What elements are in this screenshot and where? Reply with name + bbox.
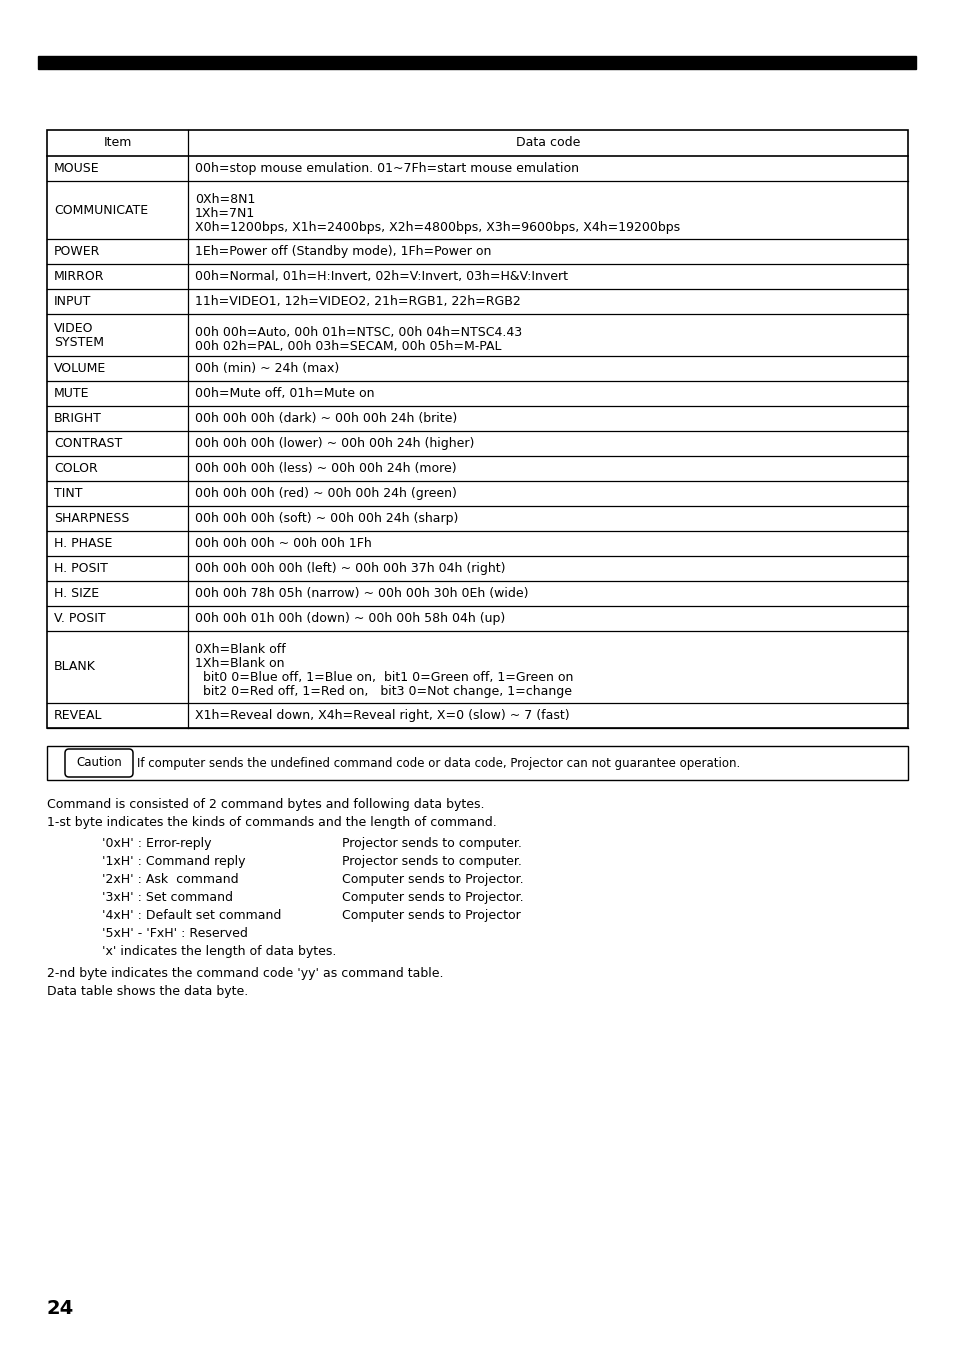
- Text: Projector sends to computer.: Projector sends to computer.: [341, 838, 521, 850]
- Text: MIRROR: MIRROR: [54, 270, 105, 282]
- Text: VOLUME: VOLUME: [54, 362, 106, 376]
- Text: X0h=1200bps, X1h=2400bps, X2h=4800bps, X3h=9600bps, X4h=19200bps: X0h=1200bps, X1h=2400bps, X2h=4800bps, X…: [194, 222, 679, 234]
- Text: Data table shows the data byte.: Data table shows the data byte.: [47, 985, 248, 998]
- Text: BLANK: BLANK: [54, 661, 95, 674]
- Bar: [47, 746, 907, 780]
- Text: '0xH' : Error-reply: '0xH' : Error-reply: [102, 838, 212, 850]
- Text: H. POSIT: H. POSIT: [54, 562, 108, 576]
- Text: 00h 00h 00h (less) ~ 00h 00h 24h (more): 00h 00h 00h (less) ~ 00h 00h 24h (more): [194, 462, 456, 476]
- Text: VIDEO: VIDEO: [54, 322, 93, 335]
- FancyBboxPatch shape: [65, 748, 132, 777]
- Text: MOUSE: MOUSE: [54, 162, 99, 176]
- Text: TINT: TINT: [54, 486, 82, 500]
- Text: '4xH' : Default set command: '4xH' : Default set command: [102, 909, 281, 921]
- Text: H. PHASE: H. PHASE: [54, 536, 112, 550]
- Text: H. SIZE: H. SIZE: [54, 586, 99, 600]
- Text: 0Xh=Blank off: 0Xh=Blank off: [194, 643, 286, 657]
- Text: MUTE: MUTE: [54, 386, 90, 400]
- Text: INPUT: INPUT: [54, 295, 91, 308]
- Text: Computer sends to Projector.: Computer sends to Projector.: [341, 892, 523, 904]
- Text: Command is consisted of 2 command bytes and following data bytes.: Command is consisted of 2 command bytes …: [47, 798, 484, 811]
- Text: 00h 00h 00h (red) ~ 00h 00h 24h (green): 00h 00h 00h (red) ~ 00h 00h 24h (green): [194, 486, 456, 500]
- Text: SYSTEM: SYSTEM: [54, 335, 104, 349]
- Text: 1Xh=7N1: 1Xh=7N1: [194, 207, 255, 220]
- Text: 00h 00h 00h (lower) ~ 00h 00h 24h (higher): 00h 00h 00h (lower) ~ 00h 00h 24h (highe…: [194, 436, 474, 450]
- Text: COLOR: COLOR: [54, 462, 97, 476]
- Text: POWER: POWER: [54, 245, 100, 258]
- Text: 00h=Mute off, 01h=Mute on: 00h=Mute off, 01h=Mute on: [194, 386, 375, 400]
- Text: 00h=stop mouse emulation. 01~7Fh=start mouse emulation: 00h=stop mouse emulation. 01~7Fh=start m…: [194, 162, 578, 176]
- Text: 00h 02h=PAL, 00h 03h=SECAM, 00h 05h=M-PAL: 00h 02h=PAL, 00h 03h=SECAM, 00h 05h=M-PA…: [194, 340, 501, 353]
- Text: 11h=VIDEO1, 12h=VIDEO2, 21h=RGB1, 22h=RGB2: 11h=VIDEO1, 12h=VIDEO2, 21h=RGB1, 22h=RG…: [194, 295, 520, 308]
- Text: V. POSIT: V. POSIT: [54, 612, 106, 626]
- Text: 00h=Normal, 01h=H:Invert, 02h=V:Invert, 03h=H&V:Invert: 00h=Normal, 01h=H:Invert, 02h=V:Invert, …: [194, 270, 567, 282]
- Text: 00h 00h 00h (soft) ~ 00h 00h 24h (sharp): 00h 00h 00h (soft) ~ 00h 00h 24h (sharp): [194, 512, 457, 526]
- Text: If computer sends the undefined command code or data code, Projector can not gua: If computer sends the undefined command …: [137, 757, 740, 770]
- Text: Projector sends to computer.: Projector sends to computer.: [341, 855, 521, 867]
- Text: 0Xh=8N1: 0Xh=8N1: [194, 193, 255, 205]
- Bar: [47, 130, 907, 728]
- Text: Caution: Caution: [76, 757, 122, 770]
- Text: 00h (min) ~ 24h (max): 00h (min) ~ 24h (max): [194, 362, 339, 376]
- Text: Data code: Data code: [516, 136, 579, 150]
- Text: '3xH' : Set command: '3xH' : Set command: [102, 892, 233, 904]
- Text: 1Eh=Power off (Standby mode), 1Fh=Power on: 1Eh=Power off (Standby mode), 1Fh=Power …: [194, 245, 491, 258]
- Text: 1-st byte indicates the kinds of commands and the length of command.: 1-st byte indicates the kinds of command…: [47, 816, 497, 830]
- Text: 00h 00h 00h 00h (left) ~ 00h 00h 37h 04h (right): 00h 00h 00h 00h (left) ~ 00h 00h 37h 04h…: [194, 562, 505, 576]
- Text: X1h=Reveal down, X4h=Reveal right, X=0 (slow) ~ 7 (fast): X1h=Reveal down, X4h=Reveal right, X=0 (…: [194, 709, 569, 721]
- Text: 00h 00h 00h (dark) ~ 00h 00h 24h (brite): 00h 00h 00h (dark) ~ 00h 00h 24h (brite): [194, 412, 456, 426]
- Text: 24: 24: [47, 1300, 74, 1319]
- Text: 00h 00h 00h ~ 00h 00h 1Fh: 00h 00h 00h ~ 00h 00h 1Fh: [194, 536, 372, 550]
- Text: 00h 00h 01h 00h (down) ~ 00h 00h 58h 04h (up): 00h 00h 01h 00h (down) ~ 00h 00h 58h 04h…: [194, 612, 505, 626]
- Text: 2-nd byte indicates the command code 'yy' as command table.: 2-nd byte indicates the command code 'yy…: [47, 967, 443, 979]
- Text: SHARPNESS: SHARPNESS: [54, 512, 130, 526]
- Text: CONTRAST: CONTRAST: [54, 436, 122, 450]
- Text: BRIGHT: BRIGHT: [54, 412, 102, 426]
- Text: bit2 0=Red off, 1=Red on,   bit3 0=Not change, 1=change: bit2 0=Red off, 1=Red on, bit3 0=Not cha…: [194, 685, 572, 698]
- Text: '2xH' : Ask  command: '2xH' : Ask command: [102, 873, 238, 886]
- Text: 1Xh=Blank on: 1Xh=Blank on: [194, 657, 284, 670]
- Text: 'x' indicates the length of data bytes.: 'x' indicates the length of data bytes.: [102, 944, 336, 958]
- Text: '5xH' - 'FxH' : Reserved: '5xH' - 'FxH' : Reserved: [102, 927, 248, 940]
- Text: Item: Item: [103, 136, 132, 150]
- Text: '1xH' : Command reply: '1xH' : Command reply: [102, 855, 245, 867]
- Bar: [38, 55, 915, 69]
- Text: Computer sends to Projector: Computer sends to Projector: [341, 909, 520, 921]
- Text: Computer sends to Projector.: Computer sends to Projector.: [341, 873, 523, 886]
- Text: bit0 0=Blue off, 1=Blue on,  bit1 0=Green off, 1=Green on: bit0 0=Blue off, 1=Blue on, bit1 0=Green…: [194, 671, 573, 684]
- Text: 00h 00h 78h 05h (narrow) ~ 00h 00h 30h 0Eh (wide): 00h 00h 78h 05h (narrow) ~ 00h 00h 30h 0…: [194, 586, 528, 600]
- Text: REVEAL: REVEAL: [54, 709, 102, 721]
- Text: 00h 00h=Auto, 00h 01h=NTSC, 00h 04h=NTSC4.43: 00h 00h=Auto, 00h 01h=NTSC, 00h 04h=NTSC…: [194, 326, 521, 339]
- Text: COMMUNICATE: COMMUNICATE: [54, 204, 148, 216]
